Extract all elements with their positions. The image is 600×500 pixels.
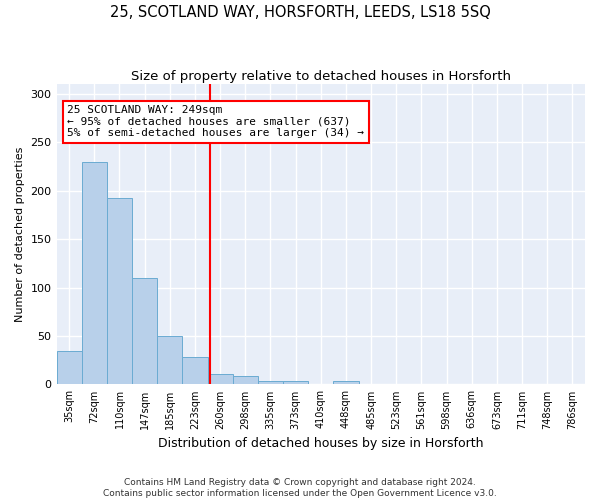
Bar xyxy=(157,336,182,384)
Text: Contains HM Land Registry data © Crown copyright and database right 2024.
Contai: Contains HM Land Registry data © Crown c… xyxy=(103,478,497,498)
Bar xyxy=(283,380,308,384)
Bar xyxy=(233,376,258,384)
Bar xyxy=(56,350,82,384)
Bar xyxy=(258,380,283,384)
Title: Size of property relative to detached houses in Horsforth: Size of property relative to detached ho… xyxy=(131,70,511,83)
Bar xyxy=(82,162,107,384)
Bar xyxy=(208,374,233,384)
X-axis label: Distribution of detached houses by size in Horsforth: Distribution of detached houses by size … xyxy=(158,437,484,450)
Bar xyxy=(182,358,208,384)
Text: 25, SCOTLAND WAY, HORSFORTH, LEEDS, LS18 5SQ: 25, SCOTLAND WAY, HORSFORTH, LEEDS, LS18… xyxy=(110,5,490,20)
Text: 25 SCOTLAND WAY: 249sqm
← 95% of detached houses are smaller (637)
5% of semi-de: 25 SCOTLAND WAY: 249sqm ← 95% of detache… xyxy=(67,105,364,138)
Bar xyxy=(107,198,132,384)
Bar xyxy=(132,278,157,384)
Y-axis label: Number of detached properties: Number of detached properties xyxy=(15,146,25,322)
Bar xyxy=(334,380,359,384)
